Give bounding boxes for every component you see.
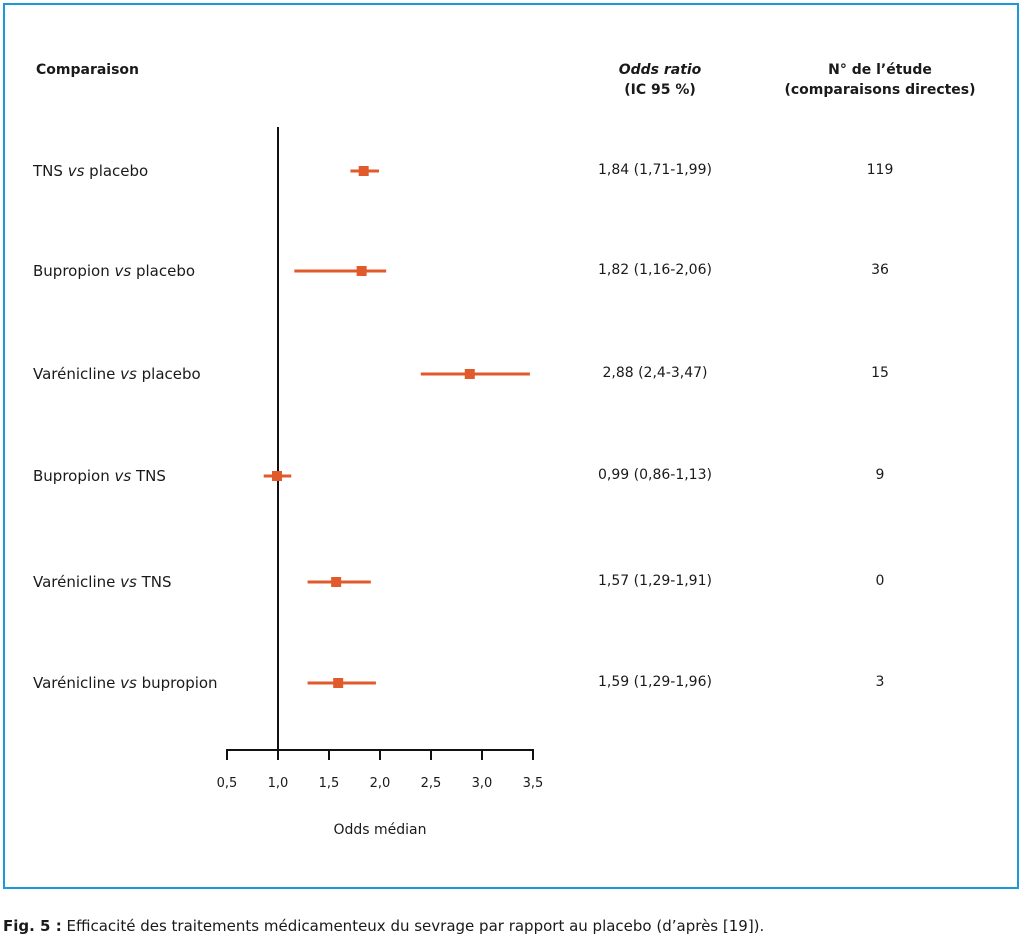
caption-label: Fig. 5 : bbox=[3, 917, 62, 935]
x-tick-label: 3,5 bbox=[523, 776, 544, 791]
row-label-comparator: TNS bbox=[135, 467, 166, 485]
odds-ratio-value: 0,99 (0,86-1,13) bbox=[598, 467, 712, 483]
row-label-vs: vs bbox=[120, 573, 137, 591]
row-label-treatment: Varénicline bbox=[33, 573, 116, 591]
header-odds-ratio: Odds ratio (IC 95 %) bbox=[580, 60, 740, 100]
row-label: TNS vs placebo bbox=[33, 162, 148, 180]
header-comparison: Comparaison bbox=[36, 62, 140, 78]
row-label-treatment: Bupropion bbox=[33, 262, 110, 280]
row-label-vs: vs bbox=[120, 674, 137, 692]
row-label: Bupropion vs TNS bbox=[33, 467, 166, 485]
row-label-vs: vs bbox=[114, 467, 132, 485]
row-label-vs: vs bbox=[114, 262, 132, 280]
figure-frame: Comparaison Odds ratio (IC 95 %) N° de l… bbox=[3, 3, 1019, 889]
row-label-vs: vs bbox=[120, 365, 137, 383]
or-marker bbox=[271, 471, 282, 481]
odds-ratio-value: 1,82 (1,16-2,06) bbox=[598, 262, 712, 278]
x-tick-label: 0,5 bbox=[217, 776, 238, 791]
x-tick-label: 1,5 bbox=[319, 776, 340, 791]
row-label-comparator: placebo bbox=[141, 365, 201, 383]
study-count: 36 bbox=[871, 262, 889, 278]
or-marker bbox=[358, 166, 369, 176]
study-count: 15 bbox=[871, 365, 889, 381]
row-label-treatment: Varénicline bbox=[33, 365, 116, 383]
figure-caption: Fig. 5 : Efficacité des traitements médi… bbox=[3, 917, 764, 935]
odds-ratio-value: 1,57 (1,29-1,91) bbox=[598, 573, 712, 589]
study-count: 0 bbox=[875, 573, 885, 589]
header-or-line2: (IC 95 %) bbox=[624, 82, 696, 98]
or-marker bbox=[333, 678, 344, 688]
or-marker bbox=[464, 369, 475, 379]
odds-ratio-value: 1,59 (1,29-1,96) bbox=[598, 674, 712, 690]
x-tick-label: 1,0 bbox=[268, 776, 289, 791]
row-label: Varénicline vs TNS bbox=[33, 573, 172, 591]
row-label: Varénicline vs bupropion bbox=[33, 674, 218, 692]
caption-text: Efficacité des traitements médicamenteux… bbox=[66, 917, 765, 935]
header-study-number: N° de l’étude (comparaisons directes) bbox=[775, 60, 985, 100]
odds-ratio-value: 1,84 (1,71-1,99) bbox=[598, 162, 712, 178]
row-label-comparator: placebo bbox=[135, 262, 196, 280]
x-axis-label: Odds médian bbox=[333, 822, 427, 838]
study-count: 3 bbox=[875, 674, 885, 690]
x-tick-label: 3,0 bbox=[472, 776, 493, 791]
study-count: 119 bbox=[866, 162, 894, 178]
row-label: Bupropion vs placebo bbox=[33, 262, 195, 280]
study-count: 9 bbox=[875, 467, 885, 483]
row-label-treatment: TNS bbox=[33, 162, 63, 180]
row-label-comparator: TNS bbox=[141, 573, 172, 591]
row-label-vs: vs bbox=[67, 162, 85, 180]
x-tick-label: 2,0 bbox=[370, 776, 391, 791]
header-or-line1: Odds ratio bbox=[618, 62, 702, 78]
row-label-comparator: placebo bbox=[89, 162, 149, 180]
or-marker bbox=[356, 266, 367, 276]
header-n-line1: N° de l’étude bbox=[828, 62, 932, 78]
row-label-treatment: Varénicline bbox=[33, 674, 116, 692]
row-label-treatment: Bupropion bbox=[33, 467, 110, 485]
x-tick-label: 2,5 bbox=[421, 776, 442, 791]
odds-ratio-value: 2,88 (2,4-3,47) bbox=[602, 365, 708, 381]
or-marker bbox=[331, 577, 342, 587]
row-label-comparator: bupropion bbox=[141, 674, 218, 692]
row-label: Varénicline vs placebo bbox=[33, 365, 201, 383]
header-n-line2: (comparaisons directes) bbox=[784, 82, 976, 98]
